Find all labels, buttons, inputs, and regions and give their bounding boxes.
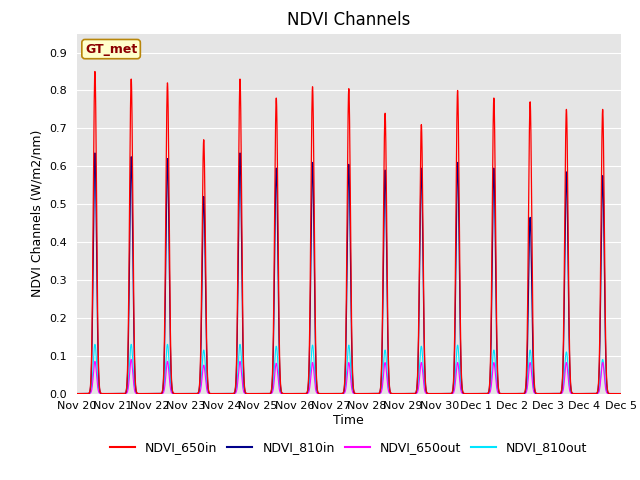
X-axis label: Time: Time (333, 414, 364, 427)
Legend: NDVI_650in, NDVI_810in, NDVI_650out, NDVI_810out: NDVI_650in, NDVI_810in, NDVI_650out, NDV… (105, 436, 593, 459)
Title: NDVI Channels: NDVI Channels (287, 11, 410, 29)
Y-axis label: NDVI Channels (W/m2/nm): NDVI Channels (W/m2/nm) (31, 130, 44, 297)
Text: GT_met: GT_met (85, 43, 137, 56)
